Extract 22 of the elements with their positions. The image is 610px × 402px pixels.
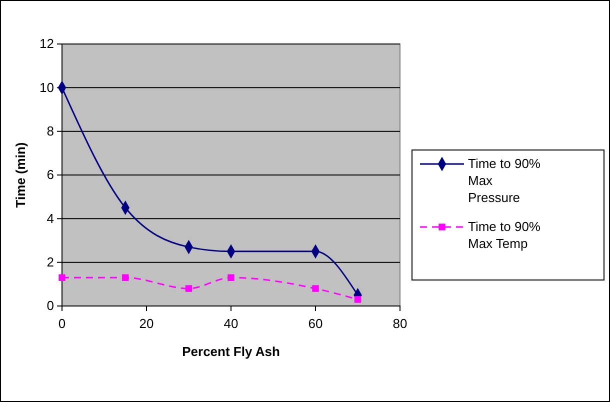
y-tick-label: 12 (40, 36, 54, 52)
y-tick-label: 6 (46, 167, 54, 182)
y-tick-label: 0 (46, 298, 54, 314)
legend-label: Time to 90% Max Temp (468, 219, 541, 251)
x-tick-label: 0 (58, 316, 66, 332)
point (354, 296, 362, 303)
point (122, 274, 129, 281)
y-tick-label: 8 (46, 123, 54, 138)
x-tick-label: 20 (139, 316, 154, 332)
point (185, 285, 192, 292)
y-axis-title: Time (min) (13, 142, 28, 208)
y-tick-label: 10 (40, 80, 54, 95)
x-tick-label: 60 (308, 316, 323, 332)
y-tick-label: 4 (46, 210, 54, 226)
x-tick-label: 80 (392, 316, 408, 332)
y-tick-label: 2 (46, 254, 54, 270)
x-tick-label: 40 (224, 316, 238, 332)
point (312, 285, 319, 292)
point (228, 274, 234, 281)
legend-label: Time to 90% Max Pressure (468, 156, 541, 205)
x-axis-title: Percent Fly Ash (182, 344, 280, 359)
point (58, 274, 66, 281)
